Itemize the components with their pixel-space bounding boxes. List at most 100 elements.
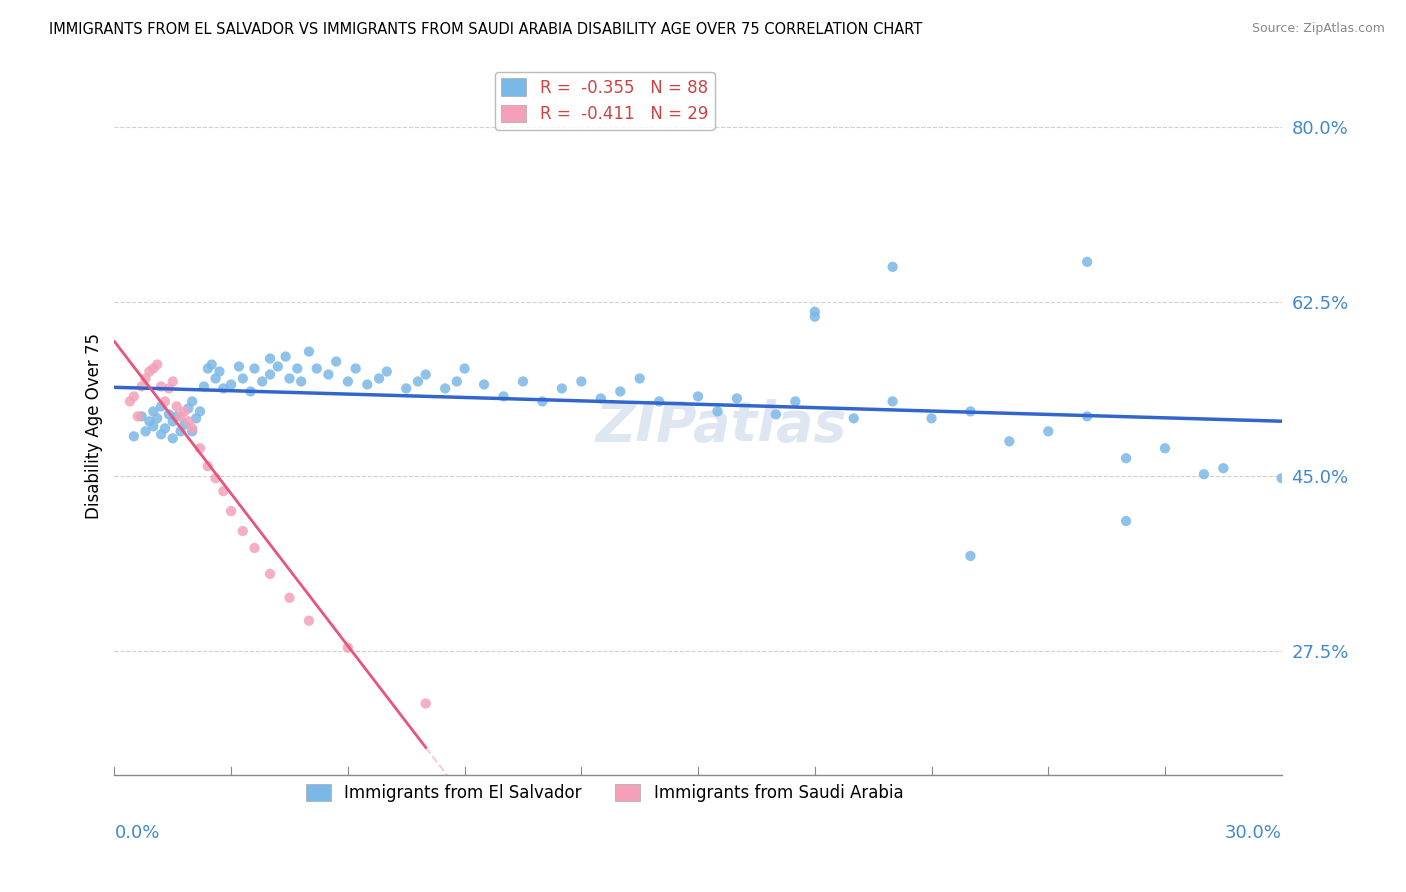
Point <box>162 431 184 445</box>
Point <box>243 541 266 555</box>
Point <box>1076 255 1098 269</box>
Point <box>551 381 574 395</box>
Point <box>569 375 592 389</box>
Point <box>219 504 242 518</box>
Point <box>204 471 226 485</box>
Point <box>290 375 312 389</box>
Point <box>415 697 437 711</box>
Point <box>173 417 195 432</box>
Point <box>1192 467 1215 482</box>
Point <box>142 361 165 376</box>
Point <box>201 358 224 372</box>
Point <box>181 421 204 435</box>
Point <box>181 394 204 409</box>
Point <box>142 404 165 418</box>
Point <box>197 361 219 376</box>
Point <box>181 425 204 439</box>
Point <box>118 394 141 409</box>
Point <box>274 350 297 364</box>
Point <box>212 381 235 395</box>
Point <box>232 524 254 538</box>
Point <box>1154 442 1177 456</box>
Point <box>415 368 437 382</box>
Point <box>1076 409 1098 424</box>
Point <box>285 361 308 376</box>
Point <box>1212 461 1234 475</box>
Point <box>138 364 160 378</box>
Point <box>204 371 226 385</box>
Point <box>882 394 904 409</box>
Point <box>267 359 290 374</box>
Point <box>395 381 418 395</box>
Point <box>512 375 534 389</box>
Point <box>406 375 429 389</box>
Point <box>446 375 468 389</box>
Point <box>150 427 173 442</box>
Point <box>131 409 153 424</box>
Text: 30.0%: 30.0% <box>1225 824 1282 842</box>
Point <box>278 591 301 605</box>
Point <box>298 344 321 359</box>
Point <box>375 364 398 378</box>
Point <box>177 414 200 428</box>
Point <box>453 361 475 376</box>
Point <box>122 429 145 443</box>
Text: ZIPatlas: ZIPatlas <box>596 400 848 453</box>
Point <box>921 411 943 425</box>
Point <box>188 442 211 456</box>
Point <box>628 371 651 385</box>
Point <box>842 411 865 425</box>
Point <box>648 394 671 409</box>
Point <box>146 358 169 372</box>
Point <box>243 361 266 376</box>
Point <box>193 379 215 393</box>
Point <box>153 421 176 435</box>
Point <box>219 377 242 392</box>
Point <box>142 419 165 434</box>
Point <box>197 459 219 474</box>
Point <box>609 384 631 399</box>
Point <box>882 260 904 274</box>
Point <box>531 394 554 409</box>
Point <box>706 404 728 418</box>
Point <box>252 375 274 389</box>
Point <box>686 389 709 403</box>
Point <box>725 392 748 406</box>
Text: Source: ZipAtlas.com: Source: ZipAtlas.com <box>1251 22 1385 36</box>
Point <box>344 361 367 376</box>
Point <box>356 377 378 392</box>
Point <box>169 409 191 424</box>
Point <box>122 389 145 403</box>
Point <box>169 425 191 439</box>
Point <box>472 377 495 392</box>
Point <box>157 408 180 422</box>
Point <box>239 384 262 399</box>
Text: 0.0%: 0.0% <box>114 824 160 842</box>
Point <box>177 401 200 416</box>
Point <box>1115 451 1137 466</box>
Point <box>298 614 321 628</box>
Y-axis label: Disability Age Over 75: Disability Age Over 75 <box>86 334 103 519</box>
Point <box>434 381 457 395</box>
Point <box>131 379 153 393</box>
Point <box>589 392 612 406</box>
Point <box>368 371 391 385</box>
Point <box>1115 514 1137 528</box>
Point <box>959 549 981 563</box>
Point <box>188 404 211 418</box>
Point <box>146 411 169 425</box>
Point <box>166 400 188 414</box>
Point <box>135 425 157 439</box>
Point <box>232 371 254 385</box>
Point <box>162 375 184 389</box>
Point <box>998 434 1021 449</box>
Point <box>959 404 981 418</box>
Point <box>150 400 173 414</box>
Point <box>336 375 359 389</box>
Point <box>228 359 250 374</box>
Point <box>1038 425 1060 439</box>
Point <box>162 414 184 428</box>
Point <box>138 414 160 428</box>
Point <box>318 368 340 382</box>
Point <box>212 484 235 499</box>
